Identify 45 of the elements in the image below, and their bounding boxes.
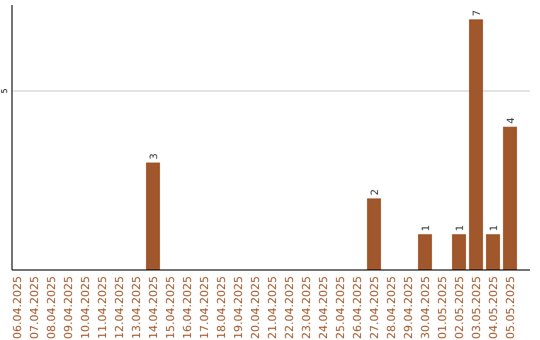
bar — [146, 162, 160, 270]
x-tick-label: 19.04.2025 — [232, 276, 245, 339]
bar — [418, 234, 432, 270]
x-tick-label: 09.04.2025 — [62, 276, 75, 339]
bar — [503, 126, 517, 270]
x-tick-label: 17.04.2025 — [198, 276, 211, 339]
data-label: 4 — [506, 117, 517, 124]
x-tick-label: 26.04.2025 — [351, 276, 364, 339]
x-tick-label: 27.04.2025 — [368, 276, 381, 339]
data-label: 2 — [370, 189, 381, 196]
x-tick-label: 01.05.2025 — [436, 276, 449, 339]
x-tick-label: 24.04.2025 — [317, 276, 330, 339]
x-tick-label: 06.04.2025 — [11, 276, 24, 339]
x-tick-label: 08.04.2025 — [45, 276, 58, 339]
x-tick-label: 02.05.2025 — [453, 276, 466, 339]
x-tick-label: 14.04.2025 — [147, 276, 160, 339]
data-label: 1 — [455, 224, 466, 232]
x-tick-label: 11.04.2025 — [96, 276, 109, 339]
x-tick-label: 20.04.2025 — [249, 276, 262, 339]
x-tick-label: 30.04.2025 — [419, 276, 432, 339]
x-tick-label: 07.04.2025 — [28, 276, 41, 339]
x-tick-label: 05.05.2025 — [504, 276, 517, 339]
data-label: 7 — [472, 10, 483, 16]
x-tick-label: 21.04.2025 — [266, 276, 279, 339]
x-tick-label: 23.04.2025 — [300, 276, 313, 339]
x-tick-label: 22.04.2025 — [283, 276, 296, 339]
x-tick-label: 18.04.2025 — [215, 276, 228, 339]
data-label: 1 — [489, 224, 500, 232]
x-tick-label: 03.05.2025 — [470, 276, 483, 339]
x-tick-label: 04.05.2025 — [487, 276, 500, 339]
x-tick-label: 10.04.2025 — [79, 276, 92, 339]
x-tick-label: 29.04.2025 — [402, 276, 415, 339]
x-tick-label: 13.04.2025 — [130, 276, 143, 339]
bar — [367, 198, 381, 270]
x-tick-label: 15.04.2025 — [164, 276, 177, 339]
x-tick-label: 25.04.2025 — [334, 276, 347, 339]
data-label: 3 — [149, 153, 160, 160]
y-tick-label: 5 — [0, 88, 9, 94]
x-tick-label: 12.04.2025 — [113, 276, 126, 339]
data-label: 1 — [421, 224, 432, 232]
x-tick-label: 28.04.2025 — [385, 276, 398, 339]
bar — [486, 234, 500, 270]
bar — [452, 234, 466, 270]
bar — [469, 19, 483, 270]
x-tick-label: 16.04.2025 — [181, 276, 194, 339]
